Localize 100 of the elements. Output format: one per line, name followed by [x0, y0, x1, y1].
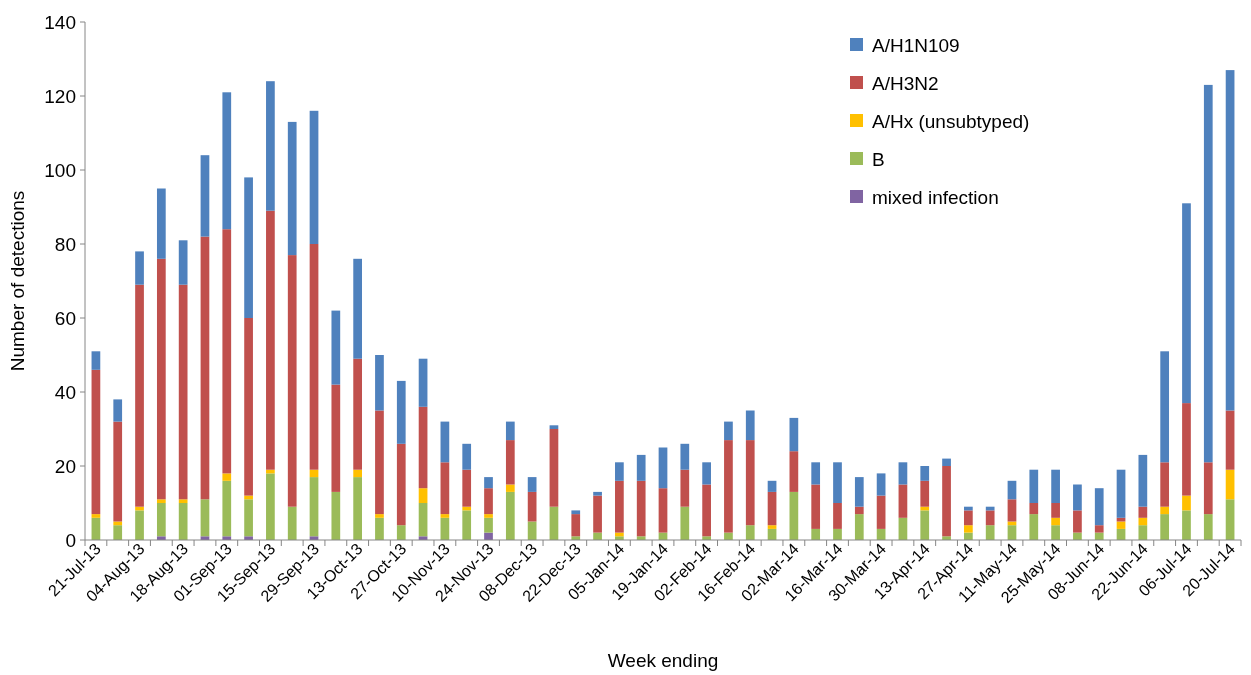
- bar: [484, 514, 493, 518]
- legend-label: A/H3N2: [872, 72, 939, 94]
- bar: [396, 380, 406, 444]
- bar: [658, 488, 668, 533]
- bar: [309, 244, 319, 470]
- legend-label: B: [872, 148, 885, 170]
- bar: [287, 506, 297, 540]
- bar: [418, 358, 428, 407]
- bar: [375, 517, 384, 540]
- bar: [244, 177, 253, 318]
- bar: [854, 514, 864, 540]
- bar: [156, 258, 166, 500]
- bar: [462, 510, 472, 540]
- bar: [789, 451, 799, 492]
- bar: [91, 514, 101, 518]
- bar: [898, 484, 908, 518]
- bar: [418, 488, 428, 503]
- bar: [287, 255, 297, 507]
- bar: [854, 477, 864, 507]
- bar: [440, 421, 450, 463]
- bar: [462, 469, 472, 507]
- bar: [266, 473, 275, 540]
- bar: [1029, 514, 1039, 540]
- bar: [1160, 514, 1170, 540]
- bar: [702, 462, 711, 485]
- bar: [266, 81, 275, 211]
- x-axis-title: Week ending: [607, 650, 719, 671]
- bar: [789, 417, 799, 452]
- bar: [222, 473, 232, 481]
- bar: [440, 462, 450, 515]
- bar: [549, 425, 559, 429]
- bar: [942, 458, 951, 466]
- bar: [91, 369, 101, 515]
- bar: [375, 514, 384, 518]
- bar: [549, 429, 559, 507]
- bar: [1138, 525, 1148, 540]
- bar: [1138, 506, 1148, 518]
- bar: [178, 499, 188, 503]
- bar: [724, 440, 733, 533]
- bar: [156, 188, 166, 259]
- bar: [1116, 469, 1126, 518]
- bar: [898, 462, 908, 485]
- bar: [1160, 351, 1170, 463]
- legend-label: mixed infection: [872, 186, 999, 208]
- legend-label: A/Hx (unsubtyped): [872, 110, 1030, 132]
- bar: [1051, 503, 1060, 518]
- bar: [222, 92, 232, 230]
- bar: [745, 525, 755, 540]
- bar: [854, 506, 864, 515]
- bar: [353, 258, 362, 359]
- bar: [811, 528, 821, 540]
- bar: [985, 525, 995, 540]
- bar: [876, 473, 886, 496]
- bar: [178, 284, 188, 500]
- bar: [1094, 488, 1104, 526]
- bar: [1138, 517, 1148, 526]
- y-tick-label: 120: [44, 85, 76, 107]
- bar: [396, 525, 406, 540]
- bar: [505, 421, 515, 441]
- bar: [811, 462, 821, 485]
- bar: [505, 440, 515, 485]
- bar: [745, 410, 755, 441]
- bar: [702, 484, 711, 537]
- bar: [1225, 499, 1235, 540]
- bar: [527, 491, 537, 522]
- bar: [1029, 503, 1039, 515]
- bar: [135, 284, 144, 507]
- bar: [309, 477, 319, 537]
- bar: [1182, 203, 1191, 404]
- bar: [156, 499, 166, 503]
- bar: [680, 443, 690, 470]
- bar: [593, 491, 602, 496]
- bar: [113, 399, 123, 422]
- bar: [1225, 70, 1235, 411]
- bar: [135, 251, 144, 285]
- bar: [178, 503, 188, 540]
- bar: [375, 355, 384, 411]
- bar: [353, 477, 362, 540]
- bar: [440, 514, 450, 518]
- bar: [1051, 469, 1060, 503]
- bar: [1182, 403, 1191, 496]
- bar: [1116, 517, 1126, 522]
- bar: [745, 440, 755, 526]
- bar: [964, 510, 973, 526]
- bar: [1203, 514, 1213, 540]
- bar: [833, 503, 842, 529]
- y-tick-label: 40: [54, 381, 76, 403]
- bar: [833, 462, 842, 503]
- bar: [571, 514, 581, 537]
- bar: [156, 503, 166, 537]
- bar: [680, 469, 690, 507]
- bar: [200, 499, 210, 537]
- y-tick-label: 140: [44, 11, 76, 33]
- bar: [789, 491, 799, 540]
- bar: [418, 503, 428, 537]
- bar: [331, 310, 341, 385]
- bar: [920, 480, 930, 507]
- bar: [636, 480, 646, 537]
- bar: [200, 155, 210, 237]
- bar: [244, 318, 253, 496]
